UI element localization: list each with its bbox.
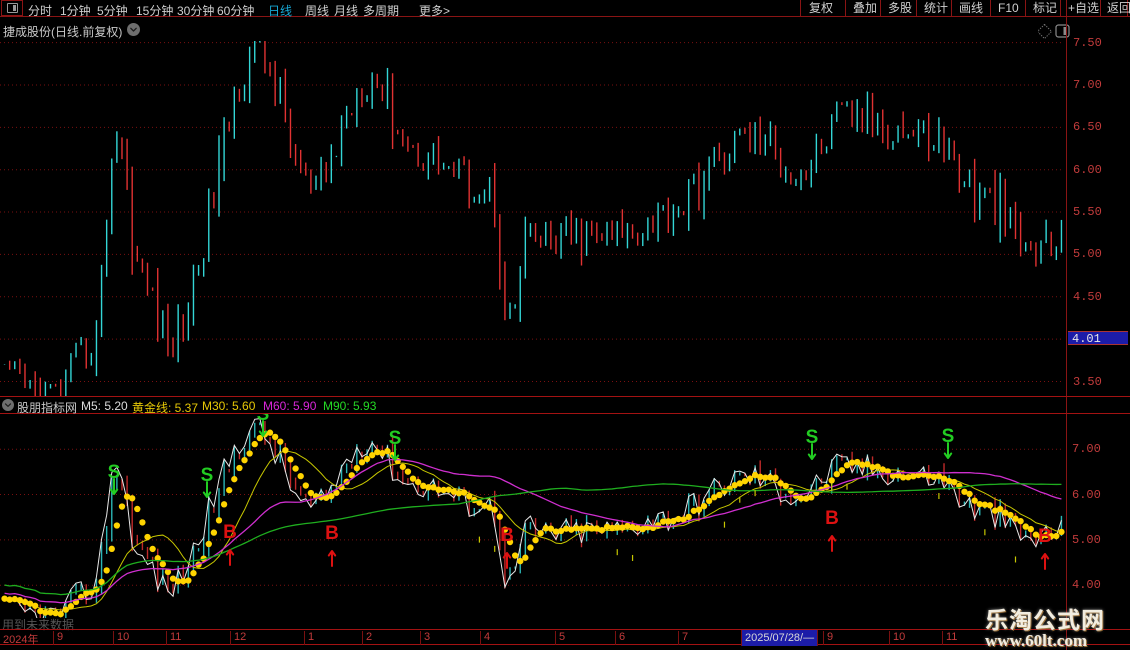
svg-text:B: B [325, 523, 339, 544]
svg-text:B: B [825, 508, 839, 529]
svg-text:B: B [500, 525, 514, 546]
svg-text:B: B [223, 522, 237, 543]
svg-text:B: B [1038, 526, 1052, 547]
